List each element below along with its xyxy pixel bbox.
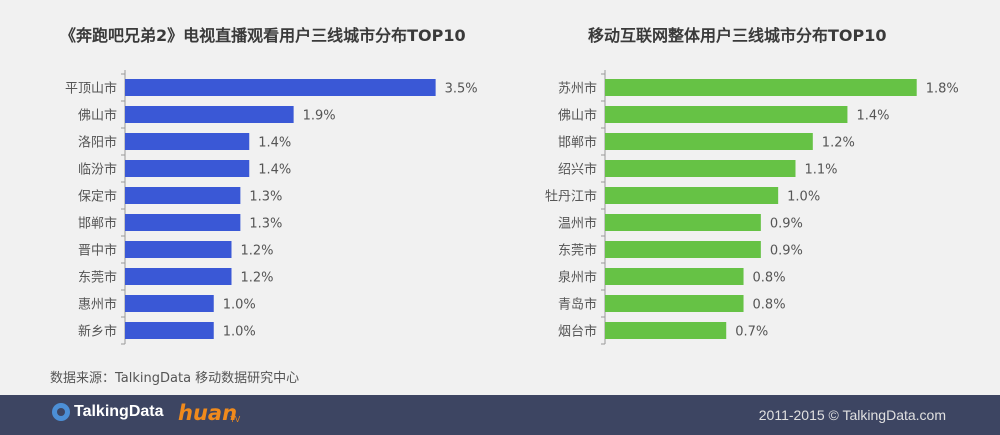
data-label: 0.7% [735, 325, 768, 340]
category-label: 绍兴市 [558, 162, 597, 178]
category-label: 牡丹江市 [545, 189, 597, 205]
category-label: 平顶山市 [65, 81, 117, 97]
bar [125, 79, 436, 96]
copyright-text: 2011-2015 © TalkingData.com [758, 407, 946, 423]
category-label: 邯郸市 [78, 216, 117, 232]
huan-logo: huan [178, 401, 238, 425]
data-label: 0.8% [753, 271, 786, 286]
category-label: 佛山市 [558, 108, 597, 124]
data-label: 1.1% [804, 163, 837, 178]
data-label: 1.3% [249, 190, 282, 205]
bar [605, 133, 813, 150]
data-source-note: 数据来源：TalkingData 移动数据研究中心 [50, 371, 300, 386]
data-label: 3.5% [445, 82, 478, 97]
data-label: 1.0% [223, 298, 256, 313]
bar [125, 241, 232, 258]
category-label: 泉州市 [558, 270, 597, 286]
data-label: 0.9% [770, 244, 803, 259]
bar [605, 241, 761, 258]
footer-bar: TalkingData huan TV 2011-2015 © TalkingD… [0, 395, 1000, 435]
data-label: 1.4% [258, 136, 291, 151]
data-label: 1.4% [258, 163, 291, 178]
bar [125, 322, 214, 339]
bar [125, 295, 214, 312]
category-label: 惠州市 [78, 297, 117, 313]
data-label: 1.0% [223, 325, 256, 340]
bar [125, 160, 250, 177]
category-label: 烟台市 [558, 324, 597, 340]
talkingdata-logo-icon [52, 403, 70, 421]
bar [605, 187, 779, 204]
data-label: 0.9% [770, 217, 803, 232]
data-label: 1.2% [241, 244, 274, 259]
category-label: 洛阳市 [78, 135, 117, 151]
data-label: 1.2% [822, 136, 855, 151]
bar [605, 268, 744, 285]
category-label: 佛山市 [78, 108, 117, 124]
bar [125, 133, 250, 150]
category-label: 青岛市 [558, 297, 597, 313]
data-label: 1.0% [787, 190, 820, 205]
category-label: 苏州市 [558, 81, 597, 97]
chart-title-left: 《奔跑吧兄弟2》电视直播观看用户三线城市分布TOP10 [60, 26, 466, 45]
bar [605, 295, 744, 312]
bar [125, 106, 294, 123]
category-label: 温州市 [558, 216, 597, 232]
data-label: 1.3% [249, 217, 282, 232]
data-label: 1.4% [856, 109, 889, 124]
data-label: 1.2% [241, 271, 274, 286]
bar [605, 79, 917, 96]
bar [605, 160, 796, 177]
category-label: 临汾市 [78, 162, 117, 178]
category-label: 东莞市 [78, 270, 117, 286]
category-label: 新乡市 [78, 324, 117, 340]
category-label: 晋中市 [78, 243, 117, 259]
bar [125, 187, 241, 204]
bar [605, 106, 848, 123]
category-label: 邯郸市 [558, 135, 597, 151]
bar [125, 214, 241, 231]
data-label: 1.9% [303, 109, 336, 124]
talkingdata-logo-text: TalkingData [74, 403, 164, 420]
chart-title-right: 移动互联网整体用户三线城市分布TOP10 [588, 26, 887, 45]
bar-chart-right: 苏州市 1.8% 佛山市 1.4% 邯郸市 1.2% 绍兴市 1.1% 牡丹江市 1.0% 温州市 0… [545, 70, 959, 345]
data-label: 0.8% [753, 298, 786, 313]
category-label: 保定市 [78, 189, 117, 205]
bar [605, 214, 761, 231]
huan-logo-tv: TV [230, 415, 241, 424]
bar [125, 268, 232, 285]
data-label: 1.8% [926, 82, 959, 97]
category-label: 东莞市 [558, 243, 597, 259]
talkingdata-logo: TalkingData [52, 403, 164, 421]
bar [605, 322, 727, 339]
bar-chart-left: 平顶山市 3.5% 佛山市 1.9% 洛阳市 1.4% 临汾市 1.4% 保定市 1.3% 邯郸市 1… [65, 70, 478, 345]
